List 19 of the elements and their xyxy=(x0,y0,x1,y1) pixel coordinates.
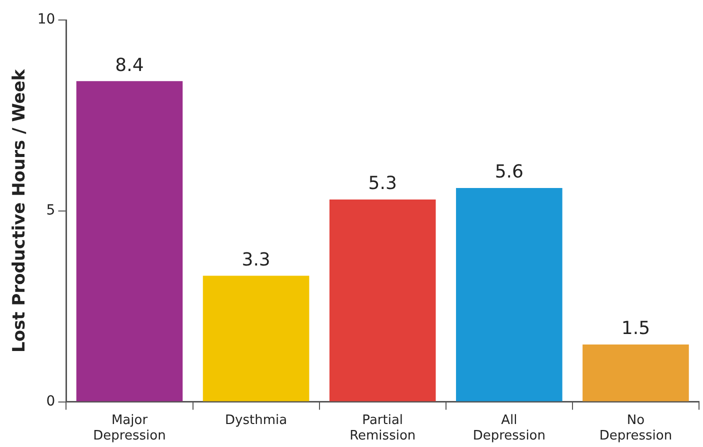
bar xyxy=(329,199,436,402)
data-label: 3.3 xyxy=(242,249,270,270)
bar xyxy=(582,344,689,402)
y-tick-label: 10 xyxy=(37,12,56,28)
data-label: 1.5 xyxy=(621,318,650,340)
y-tick-label: 5 xyxy=(46,202,56,219)
bar xyxy=(76,81,183,402)
bar xyxy=(202,276,310,402)
x-tick-label: Partial Remission xyxy=(350,412,416,444)
data-label: 8.4 xyxy=(115,54,144,76)
bar xyxy=(456,188,562,402)
y-axis-title: Lost Productive Hours / Week xyxy=(10,68,30,352)
data-label: 5.3 xyxy=(368,173,397,194)
x-tick-label: Major Depression xyxy=(93,412,166,444)
x-tick-label: All Depression xyxy=(472,412,546,444)
y-tick-label: 0 xyxy=(46,393,56,410)
x-tick-label: No Depression xyxy=(599,412,672,444)
x-tick-label: Dysthmia xyxy=(225,412,288,428)
data-label: 5.6 xyxy=(494,162,524,183)
